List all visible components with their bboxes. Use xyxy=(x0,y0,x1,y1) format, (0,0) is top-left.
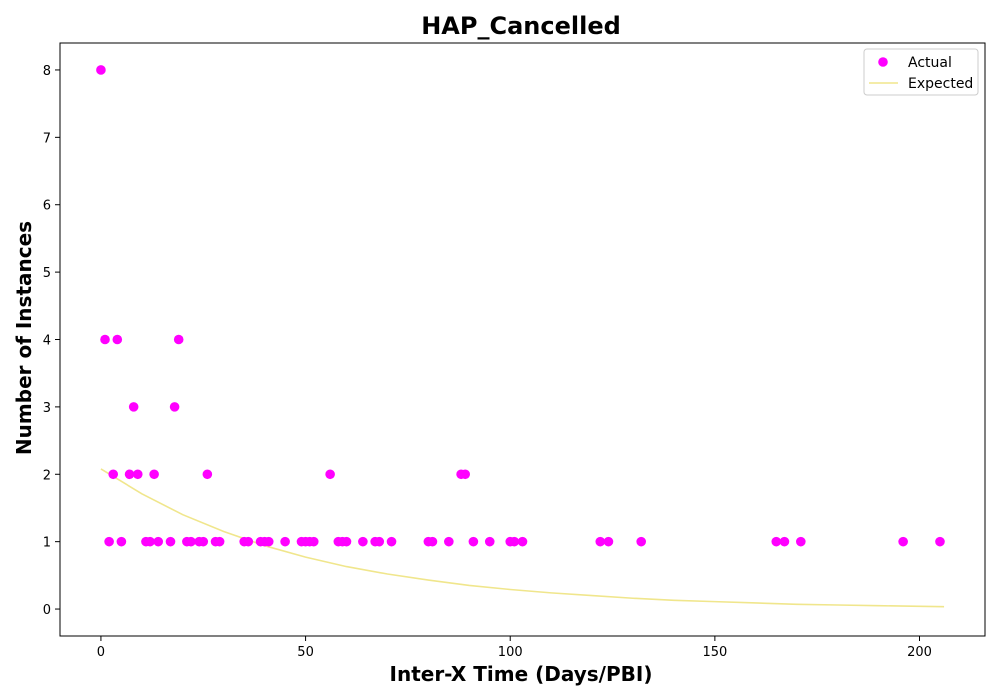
actual-point xyxy=(129,402,139,412)
y-tick-label: 5 xyxy=(43,266,51,281)
x-tick-label: 150 xyxy=(702,645,727,660)
actual-point xyxy=(796,537,806,547)
actual-point xyxy=(387,537,397,547)
actual-point xyxy=(898,537,908,547)
actual-point xyxy=(595,537,605,547)
actual-point xyxy=(145,537,155,547)
actual-point xyxy=(100,335,110,345)
x-axis-title: Inter-X Time (Days/PBI) xyxy=(390,662,653,686)
x-tick-label: 200 xyxy=(907,645,932,660)
chart-title: HAP_Cancelled xyxy=(421,12,621,40)
actual-point xyxy=(149,469,159,479)
actual-point xyxy=(636,537,646,547)
y-tick-label: 6 xyxy=(43,199,51,214)
y-axis-title: Number of Instances xyxy=(12,221,36,455)
actual-point xyxy=(215,537,225,547)
actual-point xyxy=(108,469,118,479)
actual-point xyxy=(153,537,163,547)
actual-point xyxy=(96,65,106,75)
actual-point xyxy=(935,537,945,547)
actual-point xyxy=(510,537,520,547)
actual-point xyxy=(342,537,352,547)
actual-point xyxy=(428,537,438,547)
actual-point xyxy=(203,469,213,479)
actual-point xyxy=(460,469,470,479)
actual-point xyxy=(174,335,184,345)
legend-label: Expected xyxy=(908,76,973,92)
actual-point xyxy=(166,537,176,547)
x-tick-label: 100 xyxy=(498,645,523,660)
actual-point xyxy=(113,335,123,345)
actual-point xyxy=(243,537,253,547)
plot-area: 0 50 100 150 200 0 1 2 3 4 5 6 7 8 xyxy=(43,43,985,660)
x-tick-label: 0 xyxy=(97,645,105,660)
actual-point xyxy=(358,537,368,547)
actual-point xyxy=(198,537,208,547)
actual-point xyxy=(444,537,454,547)
y-tick-label: 4 xyxy=(43,334,51,349)
actual-point xyxy=(485,537,495,547)
actual-point xyxy=(374,537,384,547)
y-tick-label: 1 xyxy=(43,536,51,551)
y-tick-label: 2 xyxy=(43,468,51,483)
actual-point xyxy=(325,469,335,479)
legend: Actual Expected xyxy=(864,49,978,95)
actual-point xyxy=(125,469,135,479)
actual-point xyxy=(264,537,274,547)
y-tick-label: 7 xyxy=(43,131,51,146)
plot-frame xyxy=(60,43,985,636)
y-tick-label: 3 xyxy=(43,401,51,416)
actual-point xyxy=(186,537,196,547)
actual-point xyxy=(604,537,614,547)
actual-point xyxy=(469,537,479,547)
y-tick-label: 8 xyxy=(43,64,51,79)
actual-point xyxy=(309,537,319,547)
actual-point xyxy=(771,537,781,547)
legend-label: Actual xyxy=(908,55,952,71)
x-tick-label: 50 xyxy=(297,645,314,660)
actual-point xyxy=(133,469,143,479)
legend-marker-actual xyxy=(878,57,888,67)
actual-point xyxy=(280,537,290,547)
actual-point xyxy=(170,402,180,412)
actual-point xyxy=(780,537,790,547)
actual-point xyxy=(104,537,114,547)
actual-point xyxy=(518,537,528,547)
actual-point xyxy=(117,537,127,547)
y-tick-label: 0 xyxy=(43,603,51,618)
